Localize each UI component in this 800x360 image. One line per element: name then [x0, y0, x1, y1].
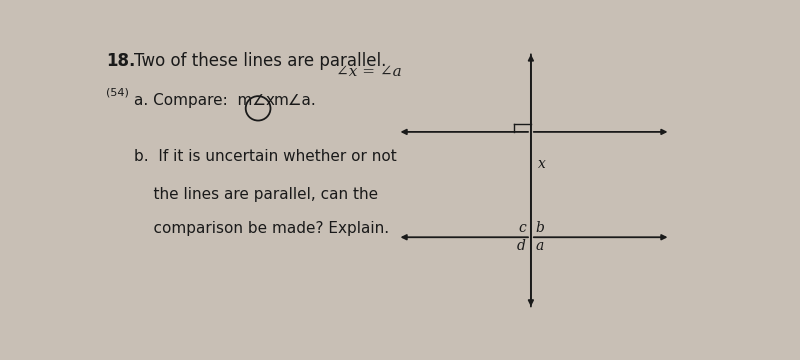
Text: comparison be made? Explain.: comparison be made? Explain. — [134, 221, 390, 235]
Text: d: d — [517, 239, 526, 253]
Text: x: x — [538, 157, 546, 171]
Text: m∠a.: m∠a. — [274, 93, 316, 108]
Text: ∠x = ∠a: ∠x = ∠a — [336, 66, 402, 79]
Text: Two of these lines are parallel.: Two of these lines are parallel. — [134, 51, 386, 69]
Text: 18.: 18. — [106, 51, 135, 69]
Text: c: c — [518, 221, 526, 235]
Text: a: a — [536, 239, 544, 253]
Text: a. Compare:  m∠x: a. Compare: m∠x — [134, 93, 275, 108]
Text: the lines are parallel, can the: the lines are parallel, can the — [134, 187, 378, 202]
Text: b.  If it is uncertain whether or not: b. If it is uncertain whether or not — [134, 149, 397, 163]
Text: (54): (54) — [106, 87, 129, 98]
Text: b: b — [536, 221, 545, 235]
